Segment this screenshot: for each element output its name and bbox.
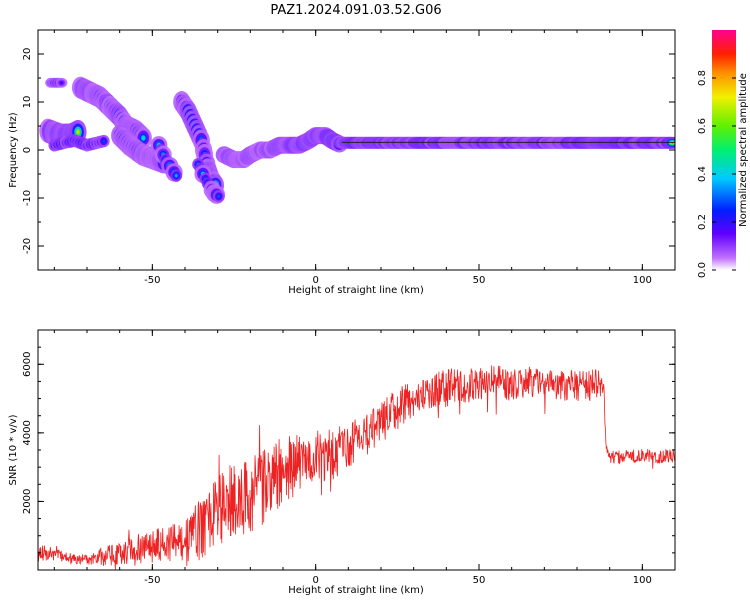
spectral-blob bbox=[217, 195, 221, 198]
colorbar-gradient bbox=[712, 30, 736, 270]
colorbar-tick-label: 0.0 bbox=[697, 262, 708, 278]
snr-panel: -50 0 50 100 2000 4000 6000 Height of straight… bbox=[8, 329, 676, 596]
colorbar-ticks: 0.0 0.2 0.4 0.6 0.8 bbox=[697, 70, 736, 278]
y-tick-label: 20 bbox=[22, 48, 33, 61]
snr-xlabel: Height of straight line (km) bbox=[288, 585, 424, 596]
x-tick-label: 50 bbox=[473, 575, 486, 586]
spectrogram-xlabel: Height of straight line (km) bbox=[288, 285, 424, 296]
colorbar: 0.0 0.2 0.4 0.6 0.8 Normalized spectral ampl… bbox=[697, 30, 749, 278]
colorbar-tick-label: 0.6 bbox=[697, 118, 708, 134]
snr-line bbox=[38, 365, 675, 570]
snr-marks bbox=[38, 365, 675, 570]
y-tick-label: 4000 bbox=[22, 420, 33, 445]
figure-title: PAZ1.2024.091.03.52.G06 bbox=[270, 3, 441, 18]
x-tick-label: 0 bbox=[312, 575, 318, 586]
spectral-blob bbox=[76, 130, 80, 134]
spectral-blob bbox=[102, 139, 106, 143]
y-tick-label: 6000 bbox=[22, 352, 33, 377]
snr-axes: -50 0 50 100 2000 4000 6000 bbox=[22, 330, 676, 586]
spectrogram-marks bbox=[39, 76, 675, 204]
spectral-blob bbox=[60, 81, 63, 84]
y-tick-label: -20 bbox=[22, 238, 33, 254]
snr-frame bbox=[37, 329, 676, 571]
y-tick-label: 0 bbox=[22, 147, 33, 153]
spectrogram-ylabel: Frequency (Hz) bbox=[8, 112, 19, 188]
spectral-blob bbox=[142, 136, 145, 140]
y-tick-label: -10 bbox=[22, 190, 33, 206]
y-tick-label: 2000 bbox=[22, 489, 33, 514]
x-tick-label: 100 bbox=[633, 275, 652, 286]
colorbar-tick-label: 0.2 bbox=[697, 214, 708, 230]
y-tick-label: 10 bbox=[22, 96, 33, 109]
colorbar-tick-label: 0.8 bbox=[697, 70, 708, 86]
snr-ylabel: SNR (10 * v/v) bbox=[8, 414, 19, 485]
x-tick-label: -50 bbox=[144, 275, 160, 286]
spectral-blob bbox=[175, 174, 178, 177]
x-tick-label: 50 bbox=[473, 275, 486, 286]
colorbar-label: Normalized spectral amplitude bbox=[738, 73, 749, 227]
x-tick-label: 100 bbox=[633, 575, 652, 586]
colorbar-tick-label: 0.4 bbox=[697, 166, 708, 182]
x-tick-label: 0 bbox=[312, 275, 318, 286]
x-tick-label: -50 bbox=[144, 575, 160, 586]
